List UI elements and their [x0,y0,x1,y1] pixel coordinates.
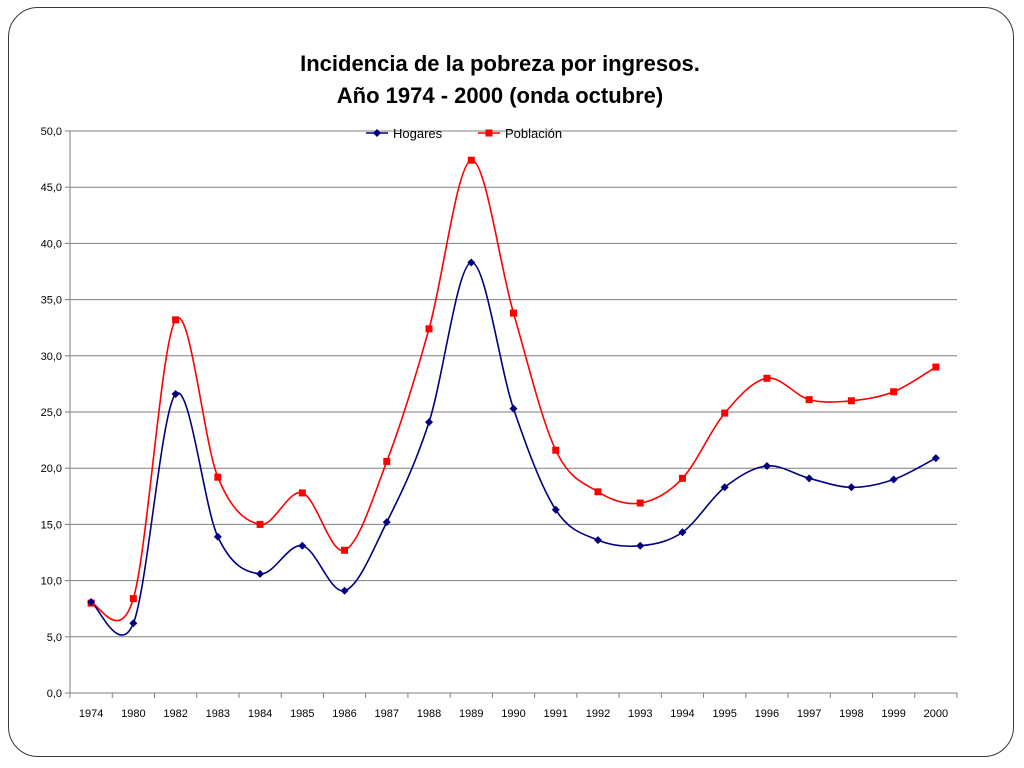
data-point-square [129,595,137,603]
y-tick-label: 50,0 [41,126,62,138]
data-point-square [425,325,433,333]
x-tick-label: 1999 [881,708,905,720]
x-tick-label: 1990 [501,708,525,720]
slide-frame [8,7,1014,757]
x-tick-label: 1993 [628,708,652,720]
y-tick-label: 25,0 [41,407,62,419]
y-tick-label: 35,0 [41,295,62,307]
data-point-square [847,397,855,405]
y-tick-label: 15,0 [41,519,62,531]
x-tick-label: 1983 [206,708,230,720]
data-point-diamond [593,536,602,545]
axes: 0,0 5,0 10,0 15,0 20,0 25,0 30,0 35,0 40,0 45,0 50… [41,126,958,720]
x-tick-label: 2000 [924,708,948,720]
legend-entry: Hogares [366,126,443,141]
x-tick-label: 1988 [417,708,441,720]
legend-entry: Población [478,126,562,141]
data-point-diamond [551,505,560,514]
series-line-poblaci-n [90,159,937,622]
data-point-square [552,446,560,454]
data-point-diamond [762,461,771,470]
chart-title-line2: Año 1974 - 2000 (onda octubre) [336,83,664,108]
series-markers [87,156,940,628]
data-point-square [467,156,475,164]
data-point-diamond [87,597,96,606]
y-tick-label: 5,0 [47,632,62,644]
x-tick-label: 1994 [670,708,694,720]
data-point-square [510,309,517,317]
x-tick-label: 1998 [839,708,863,720]
data-point-diamond [678,528,687,537]
data-point-diamond [805,474,814,483]
data-point-square [932,363,940,371]
y-tick-label: 45,0 [41,182,62,194]
data-point-diamond [720,483,729,492]
x-tick-label: 1984 [248,708,272,720]
x-tick-label: 1989 [459,708,483,720]
data-point-square [721,409,729,417]
data-point-square [341,546,349,554]
data-point-square [763,374,771,382]
x-tick-label: 1997 [797,708,821,720]
data-point-diamond [425,418,434,427]
y-tick-label: 20,0 [41,463,62,475]
data-point-square [383,457,391,465]
x-tick-label: 1980 [121,708,145,720]
legend-marker [373,129,381,137]
y-tick-label: 10,0 [41,576,62,588]
gridlines [70,130,957,638]
legend-marker [485,129,493,137]
data-point-diamond [298,541,307,550]
x-tick-label: 1987 [375,708,399,720]
data-point-square [594,488,602,496]
data-point-square [890,388,898,396]
data-point-diamond [256,569,265,578]
series-line-hogares [90,261,937,636]
data-point-diamond [889,475,898,484]
x-tick-label: 1995 [712,708,736,720]
data-point-diamond [509,404,518,413]
data-point-diamond [931,454,940,463]
chart-title-line1: Incidencia de la pobreza por ingresos. [300,51,700,76]
data-point-diamond [129,619,138,628]
legend: Hogares Población [366,126,562,141]
data-point-square [678,474,686,482]
legend-label: Población [505,126,562,141]
data-point-square [172,316,180,324]
data-point-square [636,499,644,507]
data-point-diamond [382,518,391,527]
x-tick-label: 1992 [586,708,610,720]
data-point-diamond [847,483,856,492]
data-point-diamond [636,541,645,550]
x-tick-label: 1982 [163,708,187,720]
y-tick-label: 30,0 [41,351,62,363]
data-point-diamond [171,390,180,399]
data-point-square [805,396,813,404]
y-tick-label: 40,0 [41,238,62,250]
data-point-square [256,520,264,528]
data-point-diamond [213,532,222,541]
x-tick-label: 1985 [290,708,314,720]
y-tick-label: 0,0 [47,688,62,700]
chart-title: Incidencia de la pobreza por ingresos. A… [0,48,1000,112]
data-point-diamond [340,586,349,595]
x-tick-label: 1991 [543,708,567,720]
x-tick-label: 1996 [755,708,779,720]
x-tick-label: 1974 [79,708,103,720]
x-tick-label: 1986 [332,708,356,720]
legend-label: Hogares [393,126,443,141]
data-point-square [298,489,306,497]
data-point-diamond [467,258,476,267]
data-point-square [214,473,222,481]
